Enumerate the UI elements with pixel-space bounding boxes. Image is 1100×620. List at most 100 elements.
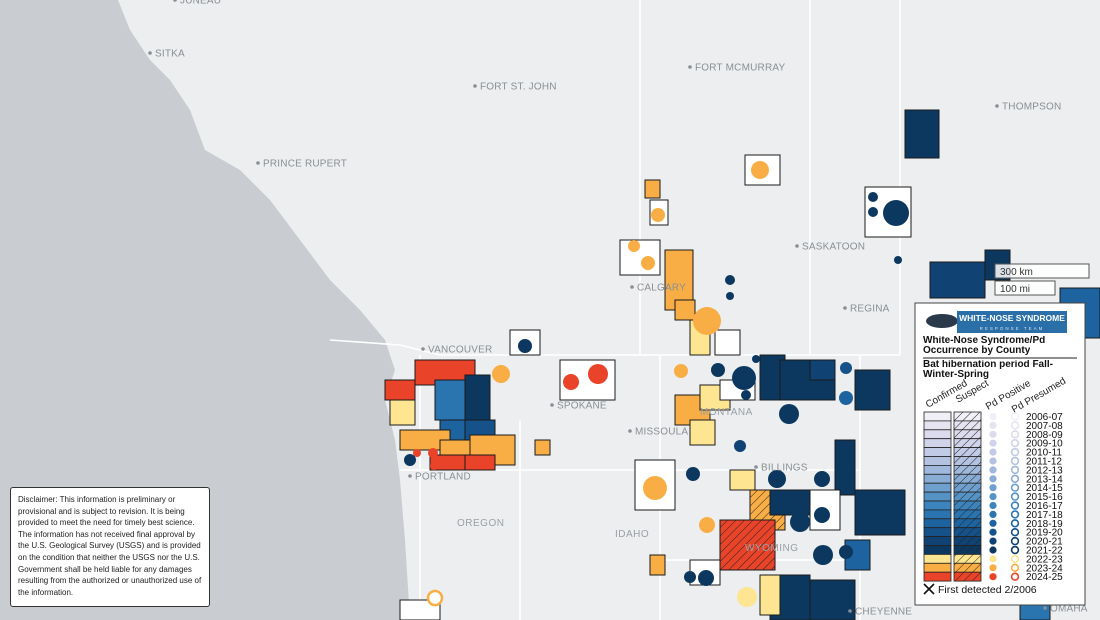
swatch-confirmed — [923, 562, 952, 573]
county — [689, 419, 716, 446]
city-label: SPOKANE — [557, 401, 607, 412]
occurrence-marker — [426, 589, 444, 607]
swatch-confirmed — [923, 527, 952, 538]
swatch-pd-positive — [989, 475, 997, 483]
city-dot — [256, 161, 260, 165]
city-label: MISSOULA — [635, 427, 688, 438]
swatch-suspect-hatch — [954, 412, 981, 421]
occurrence-marker — [839, 391, 853, 405]
swatch-suspect-hatch — [954, 474, 981, 484]
period-label: 2013-14 — [1026, 474, 1063, 485]
swatch-pd-positive — [989, 493, 997, 501]
county — [649, 554, 666, 576]
occurrence-marker — [404, 454, 416, 466]
occurrence-marker — [428, 448, 438, 458]
swatch-suspect-hatch — [954, 518, 981, 528]
swatch-suspect-hatch — [954, 536, 981, 546]
occurrence-marker — [518, 339, 532, 353]
occurrence-marker — [413, 449, 421, 457]
period-label: 2007-08 — [1026, 421, 1063, 432]
city-dot — [995, 104, 999, 108]
swatch-pd-positive — [989, 448, 997, 456]
occurrence-marker — [684, 571, 696, 583]
occurrence-marker — [868, 207, 878, 217]
swatch-suspect-hatch — [954, 465, 981, 475]
swatch-confirmed — [923, 456, 952, 466]
county-hatch — [720, 520, 775, 570]
occurrence-marker — [894, 256, 902, 264]
swatch-pd-presumed — [1010, 465, 1020, 475]
ocean — [0, 0, 410, 620]
region-label: OREGON — [457, 518, 504, 529]
county — [619, 239, 661, 276]
occurrence-marker — [430, 462, 438, 470]
city-dot — [1043, 606, 1047, 610]
county — [714, 329, 741, 356]
disclaimer: Disclaimer: This information is prelimin… — [10, 487, 210, 607]
swatch-pd-presumed — [1010, 527, 1020, 537]
swatch-pd-presumed — [1010, 572, 1020, 581]
swatch-pd-positive — [989, 519, 997, 527]
county — [834, 439, 856, 496]
city-dot — [688, 65, 692, 69]
swatch-confirmed — [923, 429, 952, 440]
city-label: CALGARY — [637, 283, 686, 294]
period-label: 2022-23 — [1026, 554, 1063, 565]
city-label: FORT ST. JOHN — [480, 82, 557, 93]
city-dot — [848, 609, 852, 613]
logo-banner — [957, 311, 1067, 333]
swatch-pd-presumed — [1010, 536, 1020, 546]
swatch-pd-positive — [989, 439, 997, 447]
occurrence-marker — [726, 292, 734, 300]
occurrence-marker — [814, 471, 830, 487]
city-dot — [550, 403, 554, 407]
swatch-suspect-hatch — [954, 572, 981, 582]
city-dot — [473, 84, 477, 88]
county — [644, 179, 661, 199]
occurrence-marker — [674, 364, 688, 378]
legend-subtitle-text: Bat hibernation period Fall-Winter-Sprin… — [923, 360, 1054, 380]
occurrence-marker — [752, 355, 760, 363]
swatch-pd-presumed — [1010, 456, 1020, 466]
swatch-suspect-hatch — [954, 545, 981, 555]
swatch-confirmed — [923, 554, 952, 564]
period-label: 2023-24 — [1026, 563, 1063, 574]
county — [384, 379, 416, 401]
swatch-pd-presumed — [1010, 492, 1020, 501]
swatch-pd-positive — [989, 555, 997, 563]
swatch-pd-presumed — [1010, 483, 1020, 492]
occurrence-marker — [588, 364, 608, 384]
occurrence-marker — [741, 390, 751, 400]
period-label: 2018-19 — [1026, 519, 1063, 530]
county — [434, 379, 466, 421]
period-label: 2008-09 — [1026, 430, 1063, 441]
county — [929, 261, 986, 299]
city-label: CHEYENNE — [855, 607, 912, 618]
occurrence-marker — [734, 440, 746, 452]
scale-box — [994, 280, 1056, 296]
occurrence-marker — [839, 545, 853, 559]
swatch-pd-presumed — [1010, 501, 1020, 510]
legend-title: White-Nose Syndrome/Pd Occurrence by Cou… — [923, 336, 1045, 355]
city-dot — [408, 474, 412, 478]
swatch-pd-presumed — [1010, 421, 1020, 430]
scale-label: 100 mi — [1000, 284, 1030, 295]
swatch-confirmed — [923, 500, 952, 511]
city-label: JUNEAU — [180, 0, 221, 7]
swatch-suspect-hatch — [954, 509, 981, 519]
swatch-suspect-hatch — [954, 527, 981, 537]
city-label: THOMPSON — [1002, 102, 1061, 113]
swatch-pd-presumed — [1010, 519, 1020, 528]
swatch-confirmed — [923, 518, 952, 529]
swatch-suspect-hatch — [954, 429, 981, 439]
occurrence-marker — [693, 307, 721, 335]
occurrence-marker — [868, 192, 878, 202]
city-label: BILLINGS — [761, 463, 808, 474]
occurrence-marker — [643, 476, 667, 500]
county — [464, 374, 491, 421]
first-detected: First detected 2/2006 — [938, 584, 1037, 596]
city-label: PORTLAND — [415, 472, 471, 483]
city-dot — [173, 0, 177, 2]
county — [759, 574, 781, 616]
swatch-pd-positive — [989, 537, 997, 545]
